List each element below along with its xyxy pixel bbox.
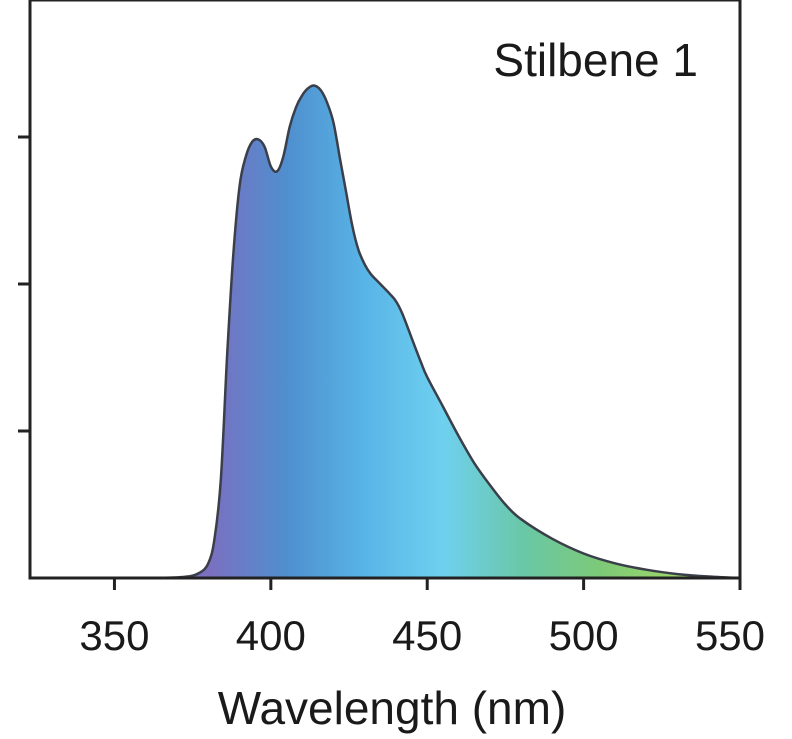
- spectrum-outline: [30, 84, 741, 580]
- x-tick-label: 450: [392, 612, 462, 659]
- x-tick-label: 350: [79, 612, 149, 659]
- x-tick-label: 550: [695, 612, 765, 659]
- plot-frame: [28, 0, 742, 580]
- spectrum-area: [30, 85, 740, 578]
- x-axis-label: Wavelength (nm): [218, 682, 567, 734]
- x-tick-label: 500: [549, 612, 619, 659]
- legend-label: Stilbene 1: [493, 34, 698, 86]
- y-axis-ticks: [18, 135, 30, 433]
- x-tick-label: 400: [236, 612, 306, 659]
- x-axis-ticks: 350 400 450 500 550: [79, 578, 765, 659]
